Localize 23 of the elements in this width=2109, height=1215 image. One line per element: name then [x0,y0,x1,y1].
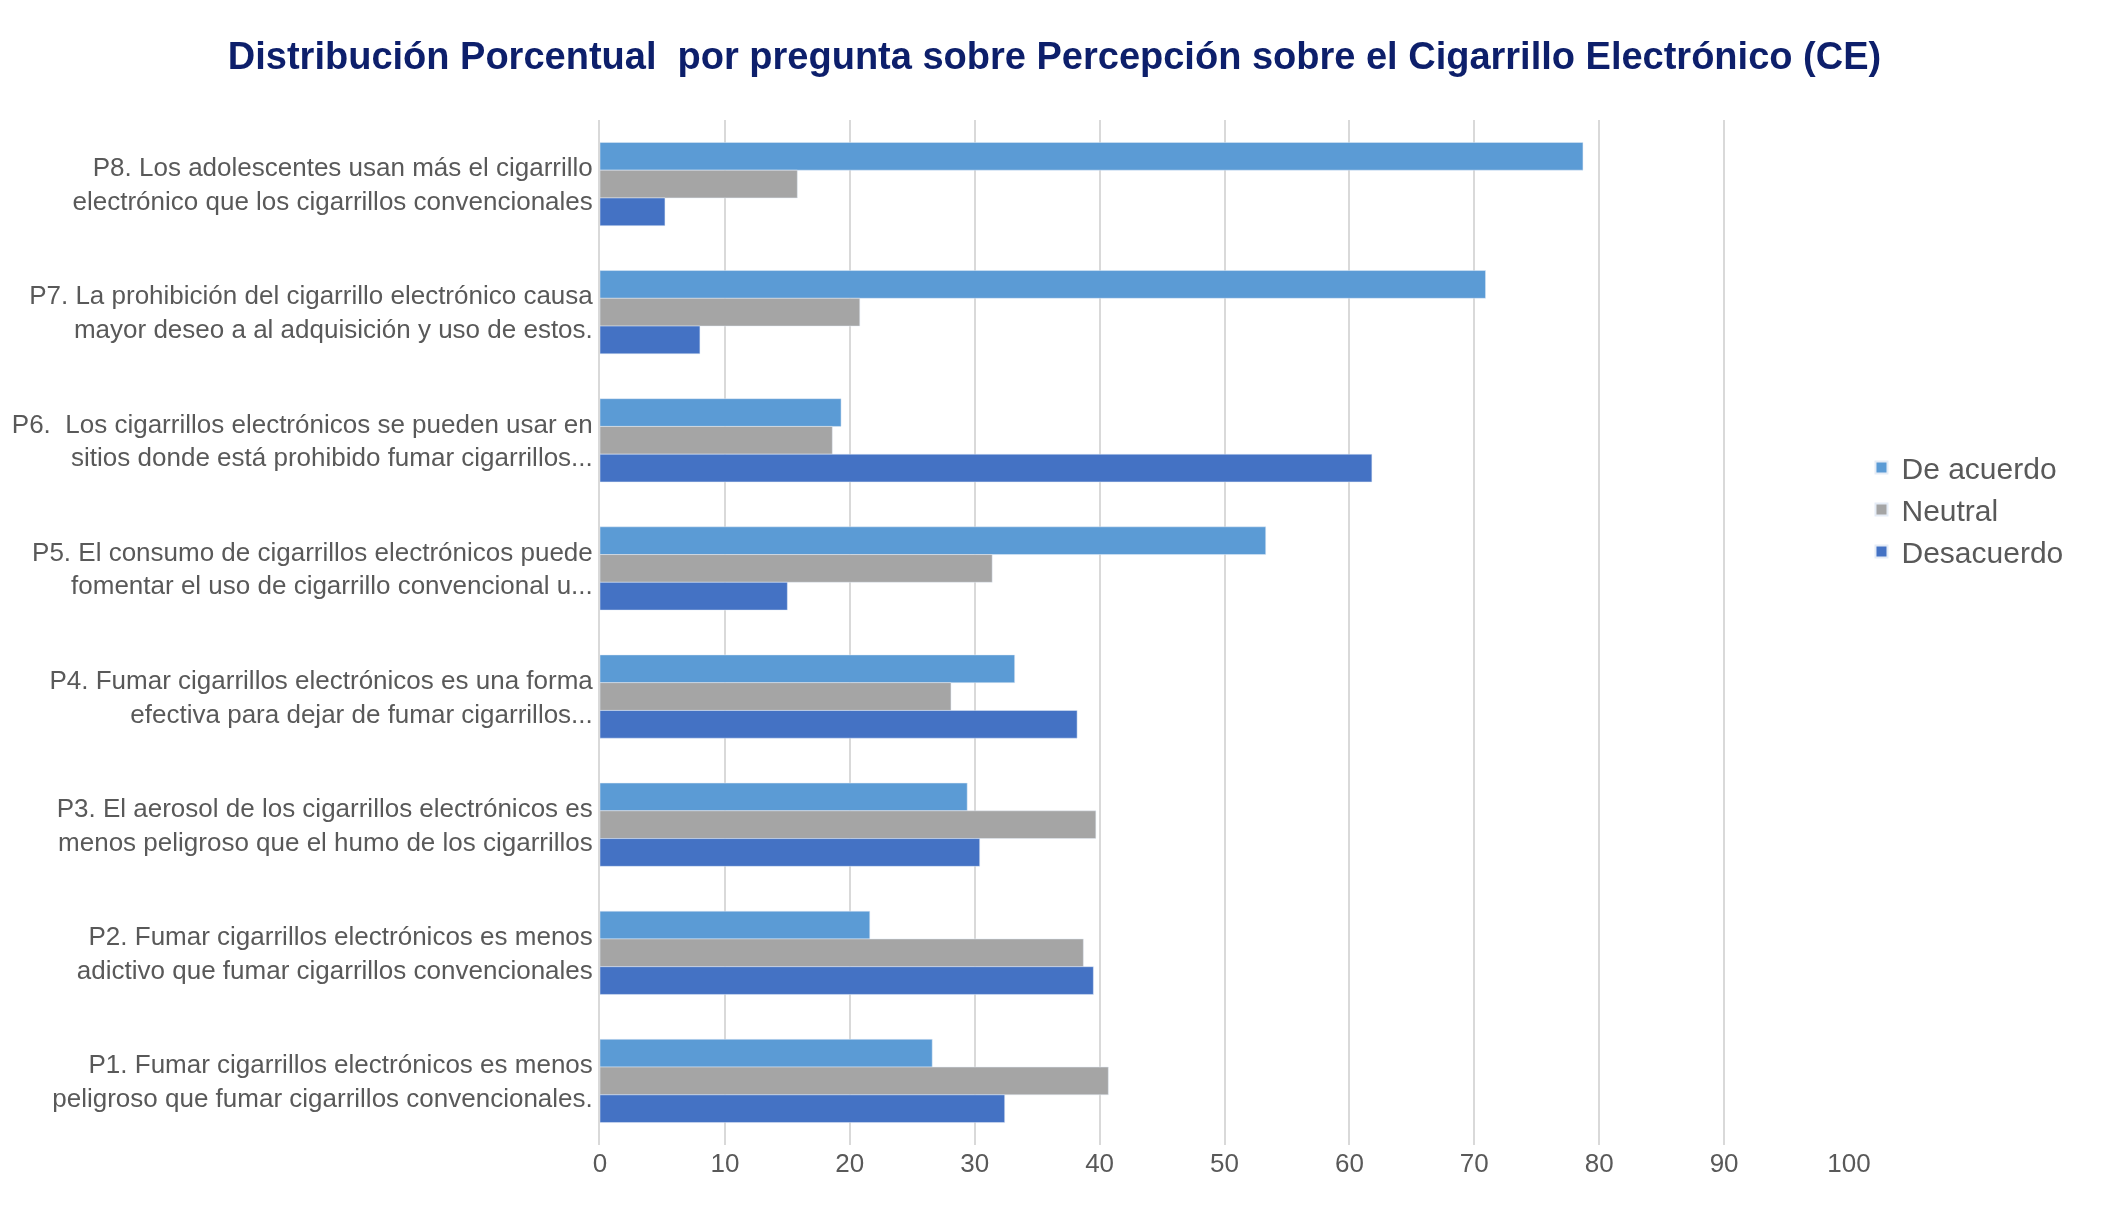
y-tick-label: P2. Fumar cigarrillos electrónicos es menos adictivo que fumar cigarrillos convencionales [76,921,593,985]
y-tick-label: P6. Los cigarrillos electrónicos se pueden usar en sitios donde está prohibido fumar cigarrillos... [11,408,593,473]
y-tick-label: P8. Los adolescentes usan más el cigarrillo electrónico que los cigarrillos convencionales [72,152,593,217]
x-tick-label: 0 [592,1148,608,1178]
x-tick-label: 60 [1334,1148,1364,1178]
x-tick-label: 70 [1459,1148,1489,1178]
legend-label: Neutral [1901,494,1999,528]
y-tick-label: P7. La prohibición del cigarrillo electrónico causa mayor deseo a al adquisición y uso de estos. [29,280,594,345]
x-tick-label: 80 [1584,1148,1614,1178]
x-tick-label: 50 [1210,1148,1239,1178]
y-tick-label: P5. El consumo de cigarrillos electrónicos puede fomentar el uso de cigarrillo convencional u... [32,536,593,601]
x-tick-label: 90 [1709,1148,1739,1178]
x-tick-label: 20 [835,1148,865,1178]
x-tick-label: 40 [1085,1148,1115,1178]
y-tick-label: P3. El aerosol de los cigarrillos electrónicos es menos peligroso que el humo de los cigarrillos [56,792,593,857]
legend-label: Desacuerdo [1901,536,2064,570]
legend-label: De acuerdo [1901,452,2057,486]
x-tick-label: 100 [1827,1148,1871,1178]
chart-title: Distribución Porcentual por pregunta sobre Percepción sobre el Cigarrillo Electrónico (CE) [227,35,1882,78]
y-tick-label: P1. Fumar cigarrillos electrónicos es menos peligroso que fumar cigarrillos convencionales. [52,1049,593,1113]
x-tick-label: 30 [960,1148,990,1178]
y-tick-label: P4. Fumar cigarrillos electrónicos es una forma efectiva para dejar de fumar cigarrillos... [49,664,594,729]
x-tick-label: 10 [710,1148,740,1178]
